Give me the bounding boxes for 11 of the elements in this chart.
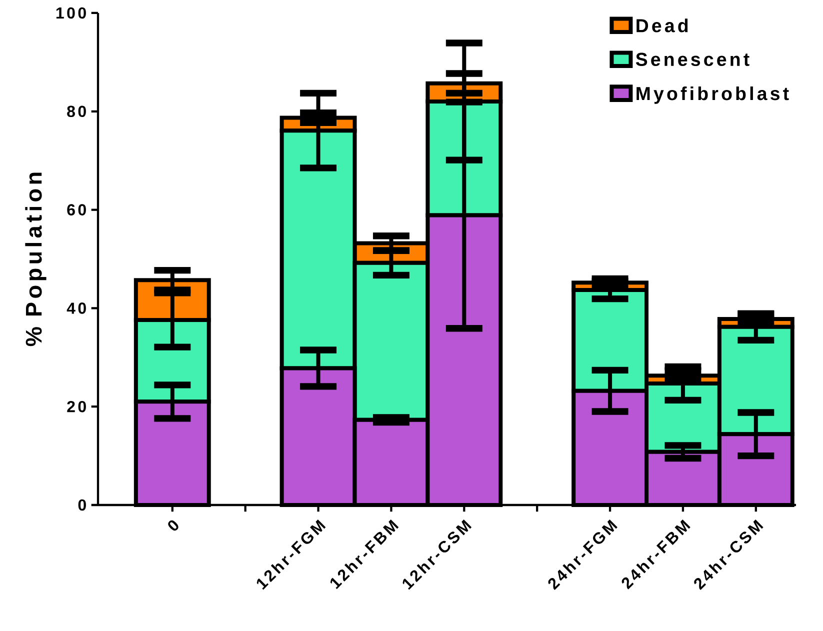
legend-label: Senescent [636,52,750,66]
y-tick-label: 60 [67,204,86,216]
y-tick-label: 0 [78,499,86,511]
x-tick-label: 0 [168,520,178,531]
legend-label: Myofibroblast [636,86,789,104]
legend-label: Dead [636,18,688,32]
y-tick-label: 20 [67,400,86,412]
y-tick-label: 40 [66,302,86,314]
y-axis-title: % Population [25,172,46,346]
y-tick-label: 80 [67,106,86,118]
y-tick-label: 100 [56,7,86,19]
